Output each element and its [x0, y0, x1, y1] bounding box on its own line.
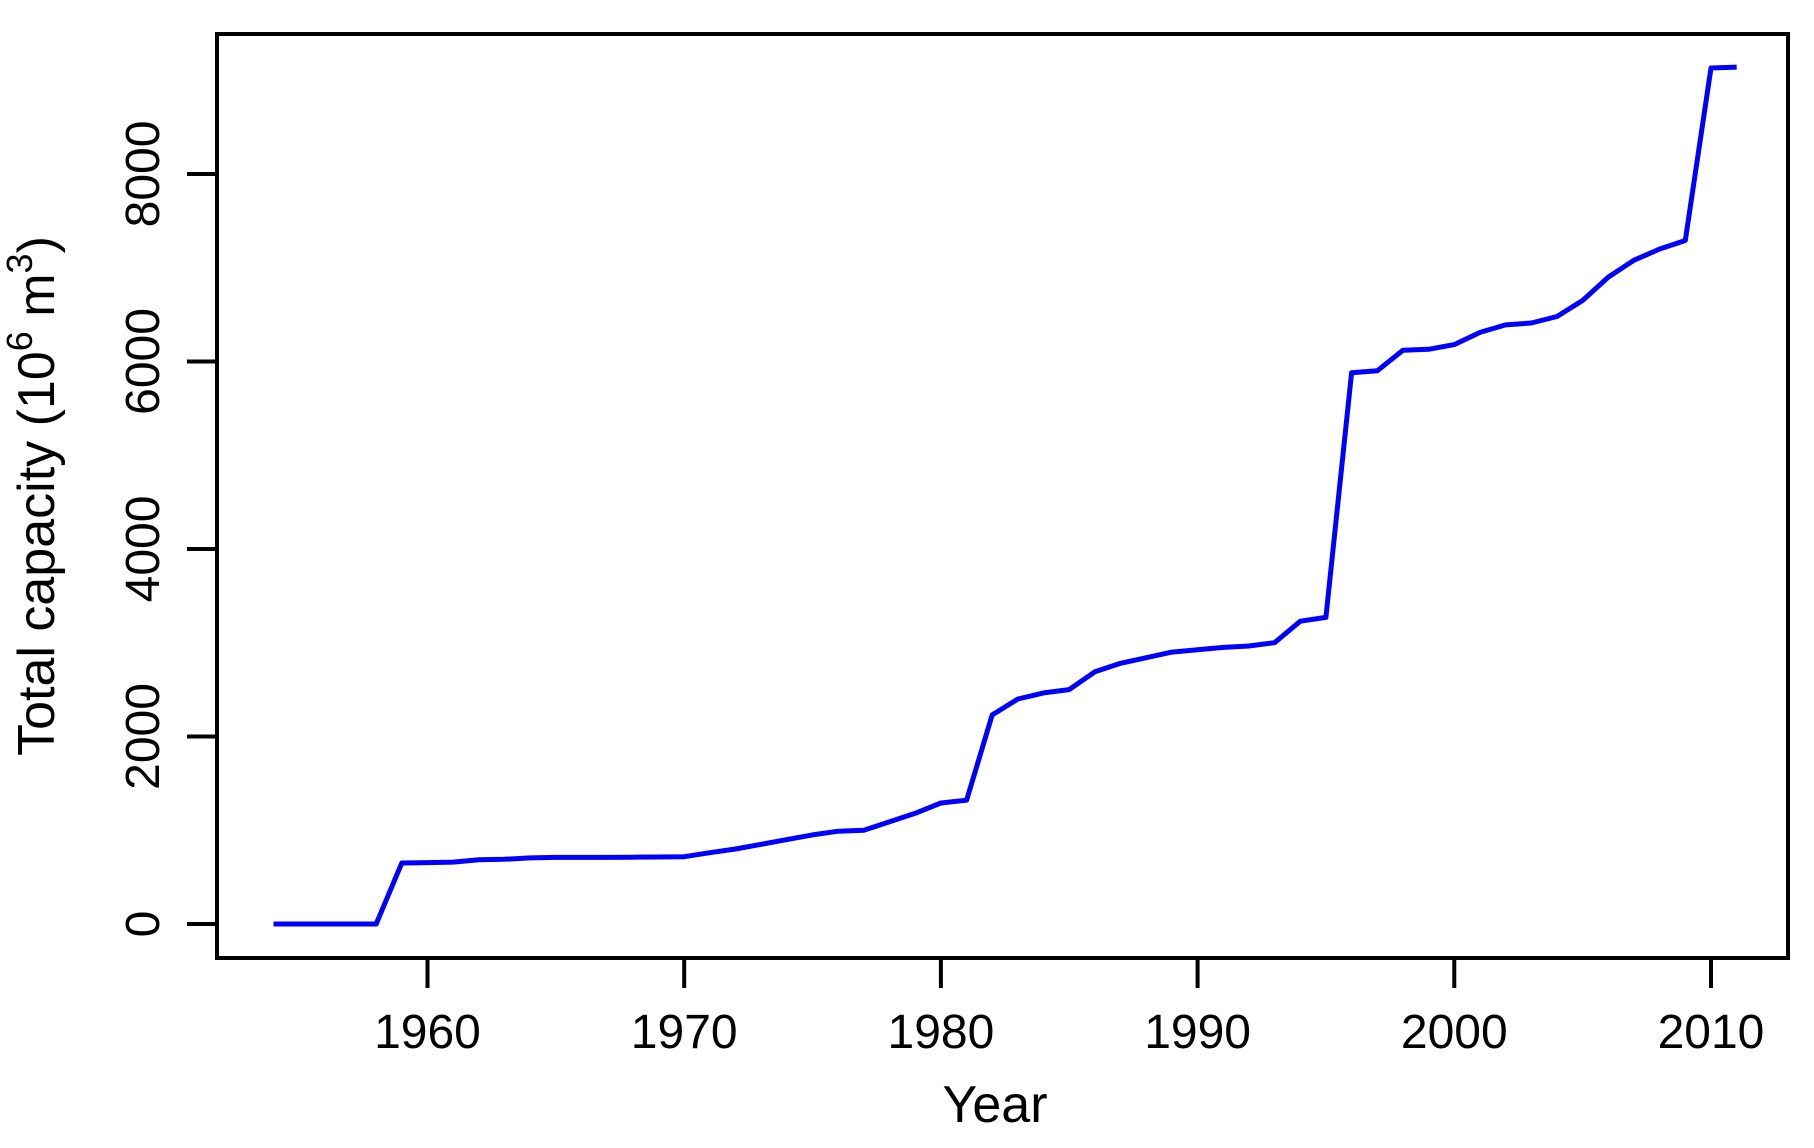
x-tick-label: 1970 — [631, 1006, 738, 1059]
plot-area: 1960 1970 1980 1990 2000 2010 0 2000 4000 6000 80… — [0, 32, 1790, 1134]
data-line — [273, 64, 1737, 927]
y-axis: 0 2000 4000 6000 8000 — [117, 121, 217, 938]
x-tick-label: 1980 — [888, 1006, 995, 1059]
y-axis-title-text: Total capacity (10 — [8, 351, 66, 756]
plot-box-frame — [215, 32, 1790, 960]
y-tick-label: 6000 — [117, 308, 170, 415]
x-tick-label: 2000 — [1401, 1006, 1508, 1059]
x-tick-label: 2010 — [1658, 1006, 1765, 1059]
y-axis-title-text: ) — [8, 236, 66, 253]
y-axis-title-text: m — [8, 273, 66, 331]
y-tick-label: 4000 — [117, 496, 170, 603]
y-axis-title-superscript: 3 — [0, 253, 40, 273]
y-axis-title: Total capacity (106 m3) — [0, 236, 66, 756]
y-tick-label: 0 — [117, 911, 170, 938]
x-tick-label: 1960 — [374, 1006, 481, 1059]
x-axis: 1960 1970 1980 1990 2000 2010 — [374, 958, 1764, 1059]
x-tick-label: 1990 — [1144, 1006, 1251, 1059]
y-tick-label: 2000 — [117, 683, 170, 790]
x-axis-title: Year — [942, 1076, 1047, 1134]
y-axis-title-superscript: 6 — [0, 331, 40, 351]
y-tick-label: 8000 — [117, 121, 170, 228]
